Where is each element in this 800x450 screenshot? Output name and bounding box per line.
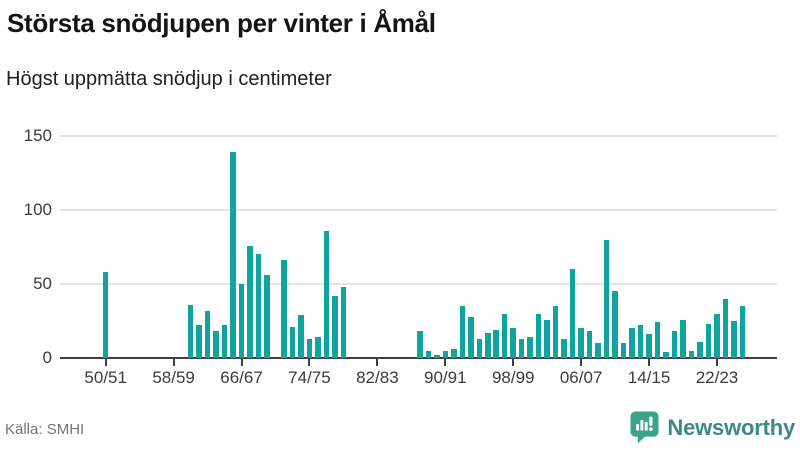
bar-04-05 [561,338,567,358]
bar-08-09 [595,343,601,358]
bar-99-00 [518,338,525,358]
bar-19-20 [688,350,695,358]
bar-02-03 [544,319,550,358]
source-label: Källa: SMHI [5,421,85,438]
bar-07-08 [586,331,593,358]
bar-61-62 [196,325,202,358]
bar-66-67 [238,284,245,358]
x-tick-label: 22/23 [695,368,739,387]
bar-95-96 [485,332,491,358]
bar-73-74 [298,315,304,358]
bar-96-97 [493,329,499,358]
bar-71-72 [281,260,287,358]
grid-line-50 [60,283,777,285]
bar-75-76 [315,337,321,358]
bar-74-75 [306,338,313,358]
bar-15-16 [654,322,661,358]
x-tick-label: 50/51 [84,368,127,387]
x-tick-label: 82/83 [356,368,399,387]
brand-name: Newsworthy [667,414,795,440]
bar-72-73 [289,326,296,358]
bar-62-63 [204,310,211,358]
bar-89-90 [434,355,440,358]
bar-18-19 [680,319,686,358]
x-tick-label: 14/15 [627,368,671,387]
bar-50-51 [102,272,109,358]
bar-60-61 [187,304,194,358]
bar-03-04 [552,306,559,358]
bar-76-77 [323,230,330,358]
x-tick-label: 58/59 [152,368,195,387]
x-tick-mark [308,359,311,366]
bar-16-17 [663,352,669,358]
bar-12-13 [629,328,635,358]
bar-77-78 [332,295,338,358]
bar-92-93 [459,306,466,358]
x-tick-mark [240,359,243,366]
x-tick-label: 66/67 [220,368,263,387]
x-tick-mark [376,359,379,366]
newsworthy-bar-chart-bubble-icon [630,411,659,444]
bar-68-69 [255,254,262,358]
bar-65-66 [230,152,236,358]
bar-97-98 [501,313,508,358]
bar-24-25 [731,321,737,358]
bar-69-70 [264,275,270,358]
y-tick-label: 50 [33,274,52,293]
bar-25-26 [739,306,746,358]
bar-20-21 [697,341,703,358]
x-tick-mark [444,359,447,366]
bar-93-94 [468,316,474,358]
x-tick-mark [104,359,107,366]
x-tick-mark [648,359,651,366]
chart-subtitle: Högst uppmätta snödjup i centimeter [6,68,332,90]
bar-06-07 [578,328,584,358]
bar-64-65 [221,325,228,358]
bar-00-01 [527,337,533,358]
x-tick-mark [580,359,583,366]
x-tick-label: 90/91 [424,368,467,387]
bar-22-23 [714,313,720,358]
bar-10-11 [612,291,618,358]
grid-line-150 [60,135,777,137]
x-axis-line [60,357,777,359]
bar-01-02 [535,313,542,358]
bar-17-18 [671,331,678,358]
bar-14-15 [646,334,652,358]
bar-05-06 [569,269,576,358]
y-tick-label: 0 [42,348,52,367]
bar-67-68 [247,245,253,358]
bar-94-95 [476,338,482,358]
bar-91-92 [451,349,457,358]
bar-87-88 [417,331,423,358]
bar-90-91 [442,350,449,358]
page-title: Största snödjupen per vinter i Åmål [7,8,436,38]
bar-23-24 [722,298,729,358]
grid-line-100 [60,209,777,211]
newsworthy-logo: Newsworthy [630,411,795,444]
x-tick-mark [715,359,718,366]
bar-88-89 [425,350,432,358]
bar-21-22 [705,323,712,358]
x-tick-label: 74/75 [288,368,331,387]
y-tick-label: 150 [23,126,52,145]
bar-09-10 [603,239,610,358]
x-tick-label: 06/07 [559,368,603,387]
bar-63-64 [213,331,219,358]
x-tick-mark [172,359,175,366]
y-tick-label: 100 [23,200,52,219]
bar-11-12 [620,343,627,358]
bar-98-99 [510,328,516,358]
x-tick-mark [512,359,515,366]
bar-13-14 [637,325,644,358]
x-tick-label: 98/99 [491,368,535,387]
bar-78-79 [340,286,347,358]
